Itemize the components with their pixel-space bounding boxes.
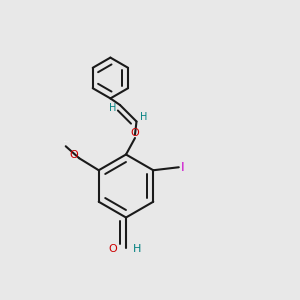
Text: methoxy: methoxy [64, 140, 70, 142]
Text: H: H [109, 103, 116, 113]
Text: O: O [130, 128, 140, 138]
Text: O: O [69, 150, 78, 160]
Text: I: I [181, 161, 184, 174]
Text: H: H [140, 112, 148, 122]
Text: O: O [108, 244, 117, 254]
Text: H: H [133, 244, 142, 254]
